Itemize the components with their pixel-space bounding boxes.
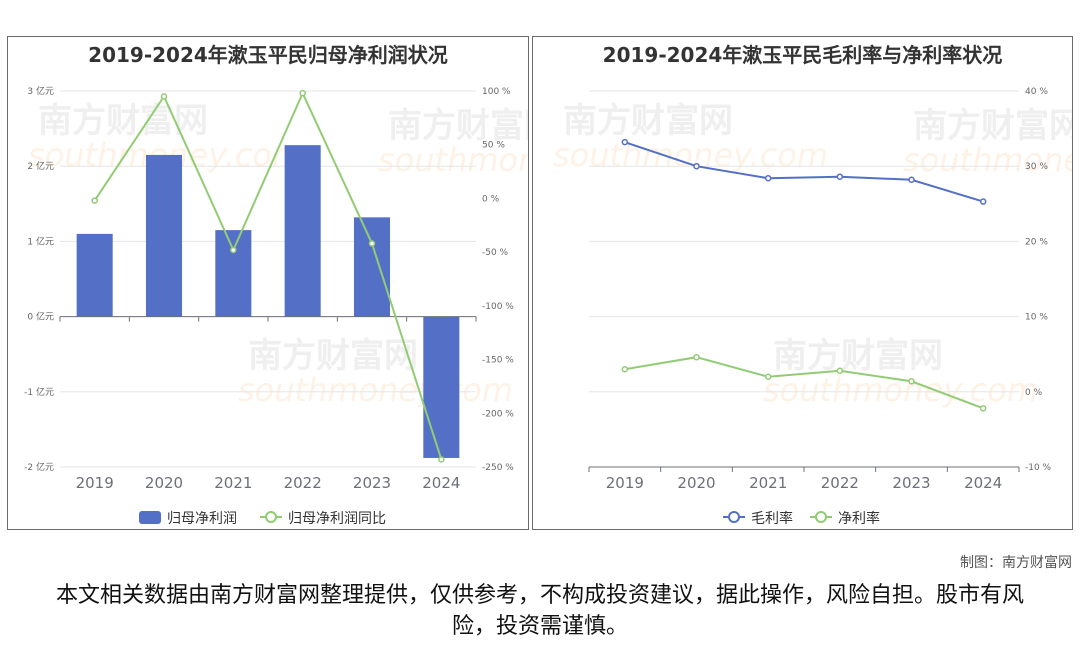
watermark-en: southmoney.com [763, 371, 1038, 409]
y-left-tick-label: 2 亿元 [27, 160, 54, 172]
bar [284, 145, 321, 317]
data-point [368, 240, 376, 247]
margin-chart: 南方财富网southmoney.com南方财富网southmoney.com南方… [553, 87, 1072, 527]
data-point [693, 353, 700, 361]
legend: 毛利率 净利率 [723, 510, 880, 527]
y-left-tick-label: -1 亿元 [24, 386, 54, 398]
legend-swatch [728, 511, 740, 523]
disclaimer-text: 本文相关数据由南方财富网整理提供，仅供参考，不构成投资建议，据此操作，风险自担。… [55, 583, 1024, 639]
x-tick-label: 2020 [145, 474, 183, 492]
x-tick-label: 2019 [606, 474, 644, 492]
y-right-tick-label: -150 % [482, 356, 514, 366]
x-tick-label: 2022 [284, 474, 322, 492]
watermark-en: southmoney.com [903, 141, 1072, 179]
legend-swatch [139, 511, 161, 524]
bar [423, 316, 460, 458]
chart-title: 2019-2024年漱玉平民毛利率与净利率状况 [602, 43, 1003, 67]
data-point [160, 93, 168, 100]
data-point [693, 162, 700, 170]
data-point [979, 405, 987, 412]
legend-swatch [815, 511, 827, 523]
legend-label: 归母净利润 [167, 510, 237, 527]
y-right-tick-label: 50 % [482, 141, 505, 151]
y-right-tick-label: 30 % [1025, 162, 1048, 172]
legend-label: 净利率 [838, 510, 880, 527]
margin-chart-panel: 2019-2024年漱玉平民毛利率与净利率状况 南方财富网 southmoney.… [532, 36, 1073, 530]
x-tick-label: 2021 [214, 474, 252, 492]
x-tick-label: 2024 [422, 474, 460, 492]
watermark-cn: 南方财富网 [773, 336, 943, 376]
watermark-cn: 南方财富网 [913, 106, 1072, 146]
x-tick-label: 2021 [749, 474, 787, 492]
series-line [624, 356, 984, 410]
chart-title: 2019-2024年漱玉平民归母净利润状况 [88, 43, 448, 67]
y-right-tick-label: -250 % [482, 463, 514, 473]
bar [145, 154, 183, 317]
x-tick-label: 2022 [821, 474, 859, 492]
legend-label: 毛利率 [751, 510, 793, 527]
data-point [621, 365, 629, 373]
data-point [299, 89, 306, 97]
y-right-tick-label: -50 % [482, 248, 509, 258]
bar [353, 217, 391, 317]
watermark-cn: 南方财富网 [248, 336, 418, 376]
series-line [93, 90, 443, 460]
watermark-cn: 南方财富网 [38, 101, 208, 141]
watermark-en: southmoney.com [378, 141, 528, 179]
y-right-tick-label: 0 % [1025, 388, 1043, 398]
net-profit-chart-panel: 2019-2024年漱玉平民归母净利润状况 南方财富网southmoney.co… [7, 36, 529, 530]
y-right-tick-label: -10 % [1025, 463, 1052, 473]
y-left-tick-label: 0 亿元 [27, 311, 54, 323]
bar [76, 233, 113, 317]
data-point [979, 198, 987, 205]
legend: 归母净利润 归母净利润同比 [139, 510, 386, 527]
data-point [764, 373, 772, 381]
legend-swatch [265, 511, 277, 523]
y-right-tick-label: 40 % [1025, 87, 1048, 97]
data-point [621, 138, 629, 146]
data-point [836, 367, 844, 374]
y-right-tick-label: -100 % [482, 302, 514, 312]
watermark-cn: 南方财富网 [388, 106, 528, 146]
data-point [91, 197, 98, 204]
legend-label: 归母净利润同比 [288, 510, 386, 527]
y-right-tick-label: -200 % [482, 409, 514, 419]
net-profit-chart: 南方财富网southmoney.com南方财富网southmoney.com南方… [24, 85, 528, 527]
watermark-en: southmoney.com [553, 136, 828, 174]
y-left-tick-label: 3 亿元 [27, 85, 54, 97]
y-right-tick-label: 100 % [482, 87, 511, 97]
series-line [624, 141, 984, 203]
y-left-tick-label: 1 亿元 [27, 235, 54, 247]
data-point [764, 174, 772, 182]
watermark-layer: 南方财富网southmoney.com南方财富网southmoney.com南方… [553, 101, 1072, 409]
x-tick-label: 2019 [76, 474, 114, 492]
watermark-en: southmoney.com [238, 371, 513, 409]
y-left-tick-label: -2 亿元 [24, 461, 54, 473]
data-point [908, 176, 915, 183]
data-point [908, 378, 915, 385]
data-point [836, 173, 844, 180]
y-right-tick-label: 10 % [1025, 313, 1048, 323]
watermark-layer: 南方财富网southmoney.com南方财富网southmoney.com南方… [28, 101, 528, 409]
watermark-cn: 南方财富网 [563, 101, 733, 141]
x-tick-label: 2023 [892, 474, 930, 492]
y-right-tick-label: 20 % [1025, 237, 1048, 247]
bar [215, 230, 252, 317]
x-tick-label: 2024 [964, 474, 1002, 492]
data-point [230, 246, 237, 254]
chart-credit: 制图：南方财富网 [960, 555, 1072, 571]
x-tick-label: 2020 [677, 474, 715, 492]
x-tick-label: 2023 [353, 474, 391, 492]
data-point [438, 456, 445, 463]
y-right-tick-label: 0 % [482, 194, 500, 204]
